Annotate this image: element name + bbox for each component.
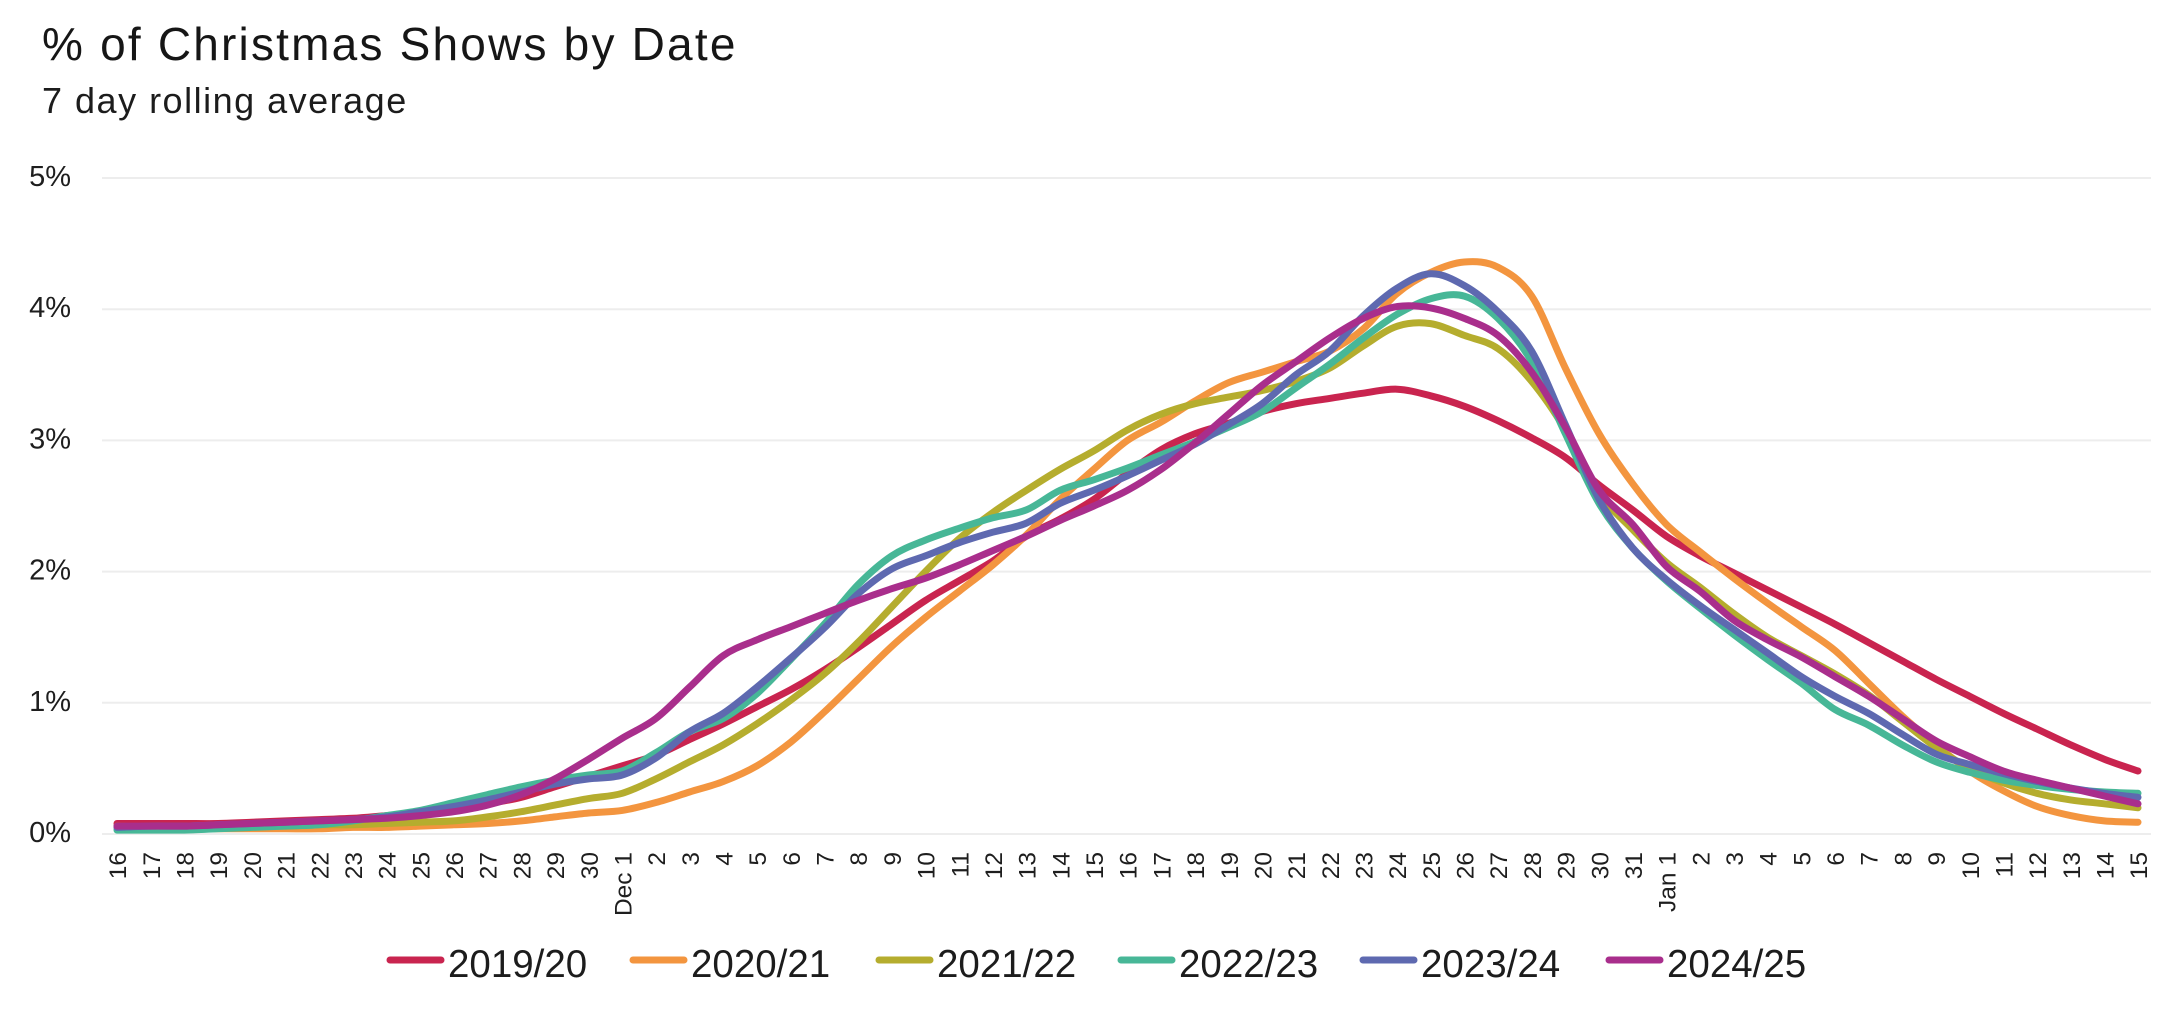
svg-text:% of Christmas Shows by Date: % of Christmas Shows by Date [42, 18, 738, 70]
svg-text:14: 14 [1048, 852, 1075, 879]
svg-text:31: 31 [1621, 852, 1648, 879]
svg-text:5: 5 [1789, 852, 1816, 866]
svg-text:5: 5 [745, 852, 772, 866]
svg-text:18: 18 [173, 852, 200, 879]
svg-text:12: 12 [981, 852, 1008, 879]
svg-text:21: 21 [1284, 852, 1311, 879]
svg-text:11: 11 [1992, 852, 2019, 877]
svg-text:2%: 2% [29, 555, 71, 587]
svg-text:2020/21: 2020/21 [691, 943, 830, 986]
svg-text:24: 24 [375, 852, 402, 879]
svg-text:2: 2 [644, 852, 671, 866]
svg-text:26: 26 [442, 852, 469, 879]
svg-text:18: 18 [1183, 852, 1210, 879]
svg-text:17: 17 [139, 852, 166, 879]
svg-text:27: 27 [1486, 852, 1513, 879]
svg-text:16: 16 [105, 852, 132, 879]
svg-text:Dec 1: Dec 1 [611, 852, 638, 916]
svg-text:29: 29 [1554, 852, 1581, 879]
svg-text:14: 14 [2093, 852, 2120, 879]
svg-text:24: 24 [1385, 852, 1412, 879]
svg-text:29: 29 [543, 852, 570, 879]
svg-text:2021/22: 2021/22 [937, 943, 1076, 986]
svg-text:13: 13 [1015, 852, 1042, 879]
svg-text:21: 21 [274, 852, 301, 879]
svg-text:2: 2 [1688, 852, 1715, 866]
svg-text:4: 4 [1756, 852, 1783, 866]
svg-text:15: 15 [1082, 852, 1109, 879]
svg-text:10: 10 [914, 852, 941, 879]
svg-text:0%: 0% [29, 817, 71, 849]
svg-text:22: 22 [1318, 852, 1345, 879]
svg-text:3: 3 [1722, 852, 1749, 866]
svg-text:20: 20 [1250, 852, 1277, 879]
svg-text:22: 22 [307, 852, 334, 879]
svg-text:1%: 1% [29, 686, 71, 718]
svg-text:12: 12 [2025, 852, 2052, 879]
svg-text:4%: 4% [29, 292, 71, 324]
svg-text:20: 20 [240, 852, 267, 879]
svg-text:2024/25: 2024/25 [1667, 943, 1806, 986]
svg-text:30: 30 [577, 852, 604, 879]
svg-text:9: 9 [1924, 852, 1951, 866]
svg-text:3%: 3% [29, 423, 71, 455]
svg-text:11: 11 [947, 852, 974, 877]
svg-text:17: 17 [1149, 852, 1176, 879]
svg-text:3: 3 [678, 852, 705, 866]
svg-text:8: 8 [1890, 852, 1917, 866]
svg-text:23: 23 [341, 852, 368, 879]
svg-text:Jan 1: Jan 1 [1655, 852, 1682, 912]
svg-text:25: 25 [1419, 852, 1446, 879]
svg-text:5%: 5% [29, 161, 71, 193]
svg-text:26: 26 [1453, 852, 1480, 879]
svg-text:7 day rolling average: 7 day rolling average [42, 80, 408, 121]
svg-text:9: 9 [880, 852, 907, 866]
svg-text:2023/24: 2023/24 [1421, 943, 1560, 986]
svg-text:7: 7 [813, 852, 840, 866]
svg-text:6: 6 [1823, 852, 1850, 866]
svg-text:30: 30 [1587, 852, 1614, 879]
svg-text:23: 23 [1352, 852, 1379, 879]
svg-text:15: 15 [2126, 852, 2153, 879]
svg-text:25: 25 [408, 852, 435, 879]
svg-text:4: 4 [712, 852, 739, 866]
svg-text:13: 13 [2059, 852, 2086, 879]
svg-text:2022/23: 2022/23 [1179, 943, 1318, 986]
svg-text:8: 8 [846, 852, 873, 866]
svg-text:28: 28 [509, 852, 536, 879]
svg-text:2019/20: 2019/20 [448, 943, 587, 986]
svg-text:6: 6 [779, 852, 806, 866]
svg-text:16: 16 [1116, 852, 1143, 879]
svg-text:19: 19 [1217, 852, 1244, 879]
svg-text:19: 19 [206, 852, 233, 879]
svg-text:27: 27 [476, 852, 503, 879]
svg-text:28: 28 [1520, 852, 1547, 879]
svg-text:7: 7 [1857, 852, 1884, 866]
svg-text:10: 10 [1958, 852, 1985, 879]
